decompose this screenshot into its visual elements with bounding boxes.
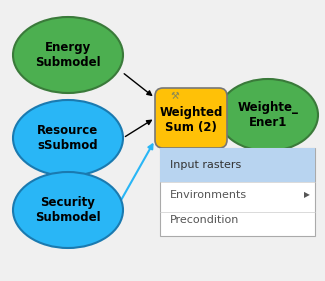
FancyBboxPatch shape bbox=[155, 88, 227, 148]
Text: Weighted
Sum (2): Weighted Sum (2) bbox=[159, 106, 223, 134]
Ellipse shape bbox=[13, 100, 123, 176]
Text: ▶: ▶ bbox=[304, 191, 310, 200]
Text: ⚒: ⚒ bbox=[171, 91, 179, 101]
Text: Energy
Submodel: Energy Submodel bbox=[35, 41, 101, 69]
Text: Precondition: Precondition bbox=[170, 215, 240, 225]
Text: Environments: Environments bbox=[170, 190, 247, 200]
Ellipse shape bbox=[13, 172, 123, 248]
FancyBboxPatch shape bbox=[160, 148, 315, 236]
Text: Weighte_
Ener1: Weighte_ Ener1 bbox=[238, 101, 298, 129]
Ellipse shape bbox=[13, 17, 123, 93]
FancyBboxPatch shape bbox=[160, 148, 315, 182]
Ellipse shape bbox=[218, 79, 318, 151]
Text: Resource
sSubmod: Resource sSubmod bbox=[37, 124, 98, 152]
Text: Input rasters: Input rasters bbox=[170, 160, 241, 170]
Text: Security
Submodel: Security Submodel bbox=[35, 196, 101, 224]
